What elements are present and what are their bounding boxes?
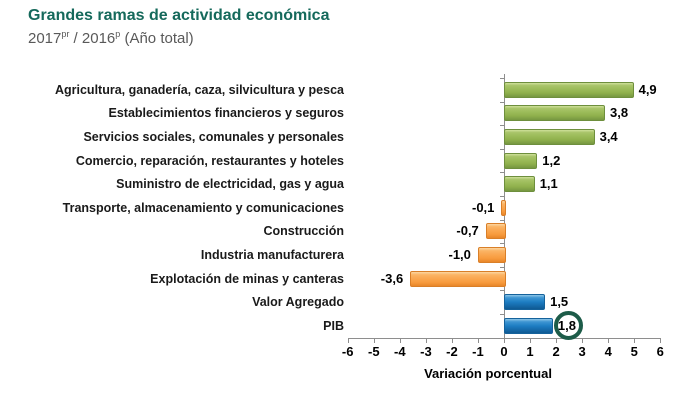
x-tick-label: -6 xyxy=(341,344,354,359)
x-tick-label: -5 xyxy=(368,344,380,359)
category-label: Explotación de minas y canteras xyxy=(150,271,344,286)
category-label: Agricultura, ganadería, caza, silvicultu… xyxy=(54,82,344,97)
category-label: Comercio, reparación, restaurantes y hot… xyxy=(75,153,344,168)
y-axis-tick xyxy=(500,290,505,292)
bar-orange xyxy=(501,199,506,216)
bar-green xyxy=(504,176,535,193)
x-axis-tick xyxy=(425,338,427,343)
value-label: 3,8 xyxy=(610,105,629,121)
category-label: Transporte, almacenamiento y comunicacio… xyxy=(62,200,344,215)
x-tick-label: 0 xyxy=(500,344,508,359)
bar-green xyxy=(504,81,634,98)
chart-title: Grandes ramas de actividad económica xyxy=(28,7,330,24)
category-label: Suministro de electricidad, gas y agua xyxy=(116,177,344,192)
y-axis-tick xyxy=(500,196,505,197)
subtitle-rest: (Año total) xyxy=(120,30,194,47)
x-axis-title: Variación porcentual xyxy=(424,366,552,381)
x-tick-label: -4 xyxy=(394,344,406,359)
value-label: 3,4 xyxy=(599,129,618,144)
x-tick-label: -1 xyxy=(472,344,484,359)
x-tick-label: -2 xyxy=(446,344,458,359)
category-label: Construcción xyxy=(263,224,344,239)
bar-blue xyxy=(504,317,553,334)
x-axis-tick xyxy=(477,338,479,343)
x-axis-tick xyxy=(660,338,662,343)
y-axis-tick xyxy=(500,266,505,268)
bar-green xyxy=(504,152,538,169)
x-axis-tick xyxy=(347,338,349,343)
bar-orange xyxy=(410,270,506,287)
bar-green xyxy=(504,129,595,145)
bar-green xyxy=(504,105,605,122)
x-tick-label: 5 xyxy=(630,344,638,359)
value-label: 4,9 xyxy=(638,81,657,97)
x-axis-tick xyxy=(634,338,636,343)
y-axis-tick xyxy=(500,243,505,245)
x-axis-tick xyxy=(399,338,401,343)
x-axis-tick xyxy=(373,338,375,343)
x-axis-tick xyxy=(608,338,610,343)
x-axis-tick xyxy=(451,338,453,343)
category-label: Industria manufacturera xyxy=(200,248,344,262)
x-tick-label: -3 xyxy=(420,344,432,359)
subtitle-superscript-pr: pr xyxy=(61,29,70,39)
category-label: PIB xyxy=(323,318,344,333)
value-label: -3,6 xyxy=(380,270,404,286)
y-axis-tick xyxy=(500,78,505,79)
x-axis-tick xyxy=(530,338,531,343)
value-label: -1,0 xyxy=(448,247,471,262)
value-label: -0,1 xyxy=(471,199,495,215)
pib-highlight-ring xyxy=(554,311,584,341)
x-axis-tick xyxy=(556,338,558,343)
x-tick-label: 4 xyxy=(604,344,612,359)
bar-blue xyxy=(504,294,546,311)
x-tick-label: 2 xyxy=(552,344,560,359)
y-axis-tick xyxy=(500,148,505,150)
bar-orange xyxy=(477,247,506,263)
value-label: 1,8 xyxy=(557,317,576,333)
subtitle-year1: 2017 xyxy=(28,30,62,47)
category-label: Servicios sociales, comunales y personal… xyxy=(83,130,344,144)
x-tick-label: 1 xyxy=(526,344,534,359)
value-label: 1,2 xyxy=(542,152,561,168)
x-axis-tick xyxy=(582,338,584,343)
y-axis-tick xyxy=(500,219,505,221)
y-axis-tick xyxy=(500,337,505,339)
x-axis-tick xyxy=(504,338,505,343)
category-label: Valor Agregado xyxy=(252,295,344,310)
bar-orange xyxy=(485,223,506,240)
y-axis-tick xyxy=(500,314,505,315)
subtitle-superscript-p: p xyxy=(115,29,121,39)
category-label: Establecimientos financieros y seguros xyxy=(108,106,345,121)
value-label: -0,7 xyxy=(456,223,479,239)
x-tick-label: 6 xyxy=(656,344,664,359)
y-axis-tick xyxy=(500,101,505,103)
value-label: 1,5 xyxy=(550,294,569,310)
subtitle-separator: / xyxy=(69,30,82,47)
y-axis-tick xyxy=(500,125,505,127)
chart-subtitle: 2017pr / 2016p (Año total) xyxy=(28,29,194,47)
y-axis-tick xyxy=(500,172,505,174)
x-tick-label: 3 xyxy=(578,344,586,359)
subtitle-year2: 2016 xyxy=(81,30,116,47)
value-label: 1,1 xyxy=(539,176,558,192)
